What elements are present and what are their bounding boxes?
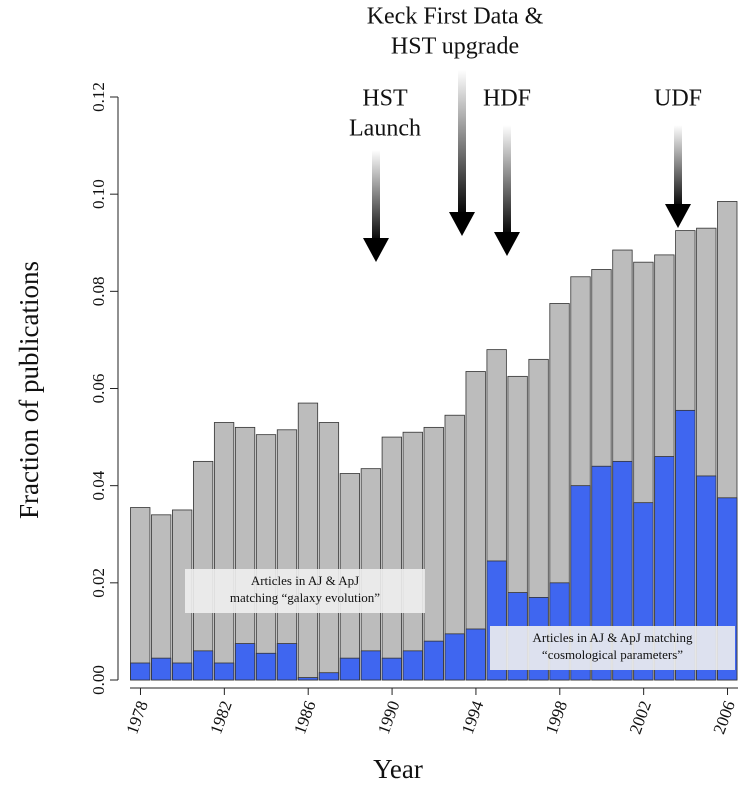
y-tick-label: 0.00 [89,665,108,695]
x-axis-label: Year [373,754,423,784]
annotation: HST [362,86,408,112]
arrow-head [449,212,475,236]
annotation: HST upgrade [391,34,519,60]
bar [276,429,298,681]
bar [402,650,423,681]
bar [234,426,256,681]
bar [255,652,277,681]
bar [192,650,214,681]
bar [402,431,423,681]
x-tick-label: 1998 [542,698,571,736]
bar [612,460,633,681]
bar [213,662,235,681]
legend-line: Articles in AJ & ApJ matching [533,630,693,645]
bar [318,672,340,681]
bar [423,640,444,681]
y-tick-label: 0.06 [89,374,108,404]
y-tick-label: 0.04 [89,470,108,500]
legend-line: Articles in AJ & ApJ [251,573,359,588]
bar [297,677,319,681]
arrow-shaft [503,125,511,236]
bar [318,422,340,681]
bar [276,643,298,681]
arrow-head [494,232,520,256]
bar [360,650,381,681]
legend-line: matching “galaxy evolution” [230,590,380,605]
bar [381,436,402,681]
y-tick-label: 0.02 [89,568,108,598]
bar [675,409,696,681]
x-tick-label: 2002 [626,698,655,736]
x-tick-label: 1994 [458,698,488,737]
legend-label: Articles in AJ & ApJ matching “cosmologic… [533,630,693,662]
bar [381,657,402,681]
bar [444,633,465,681]
arrow-head [665,204,691,228]
bar [213,422,235,681]
y-tick-label: 0.10 [89,179,108,209]
bar [465,628,486,681]
bar [130,507,151,681]
annotation: Launch [349,116,421,142]
legend-line: “cosmological parameters” [542,647,683,662]
arrow-shaft [674,125,682,208]
bar [234,643,256,681]
legend-label: Articles in AJ & ApJ matching “galaxy evo… [230,573,380,605]
legend-box [490,626,735,670]
x-tick-label: 1982 [206,698,235,736]
bar [151,657,172,681]
y-axis-label: Fraction of publications [14,261,44,519]
y-tick-label: 0.08 [89,276,108,306]
bar [130,662,151,681]
bar [172,662,193,681]
bar [255,434,277,681]
x-tick-label: 1986 [290,698,319,736]
annotation: Keck First Data & [367,4,544,30]
bar [654,456,675,681]
annotation: UDF [654,86,702,112]
arrow-shaft [372,150,380,242]
y-tick-label: 0.12 [89,82,108,112]
bar [297,402,319,681]
bar [339,657,361,681]
x-tick-label: 2006 [709,698,738,736]
bar [151,514,172,681]
arrow-head [363,238,389,262]
legend-box [185,569,425,613]
x-tick-label: 1978 [122,698,151,736]
annotation: HDF [483,86,531,112]
arrow-shaft [458,70,466,216]
x-tick-label: 1990 [374,698,403,736]
